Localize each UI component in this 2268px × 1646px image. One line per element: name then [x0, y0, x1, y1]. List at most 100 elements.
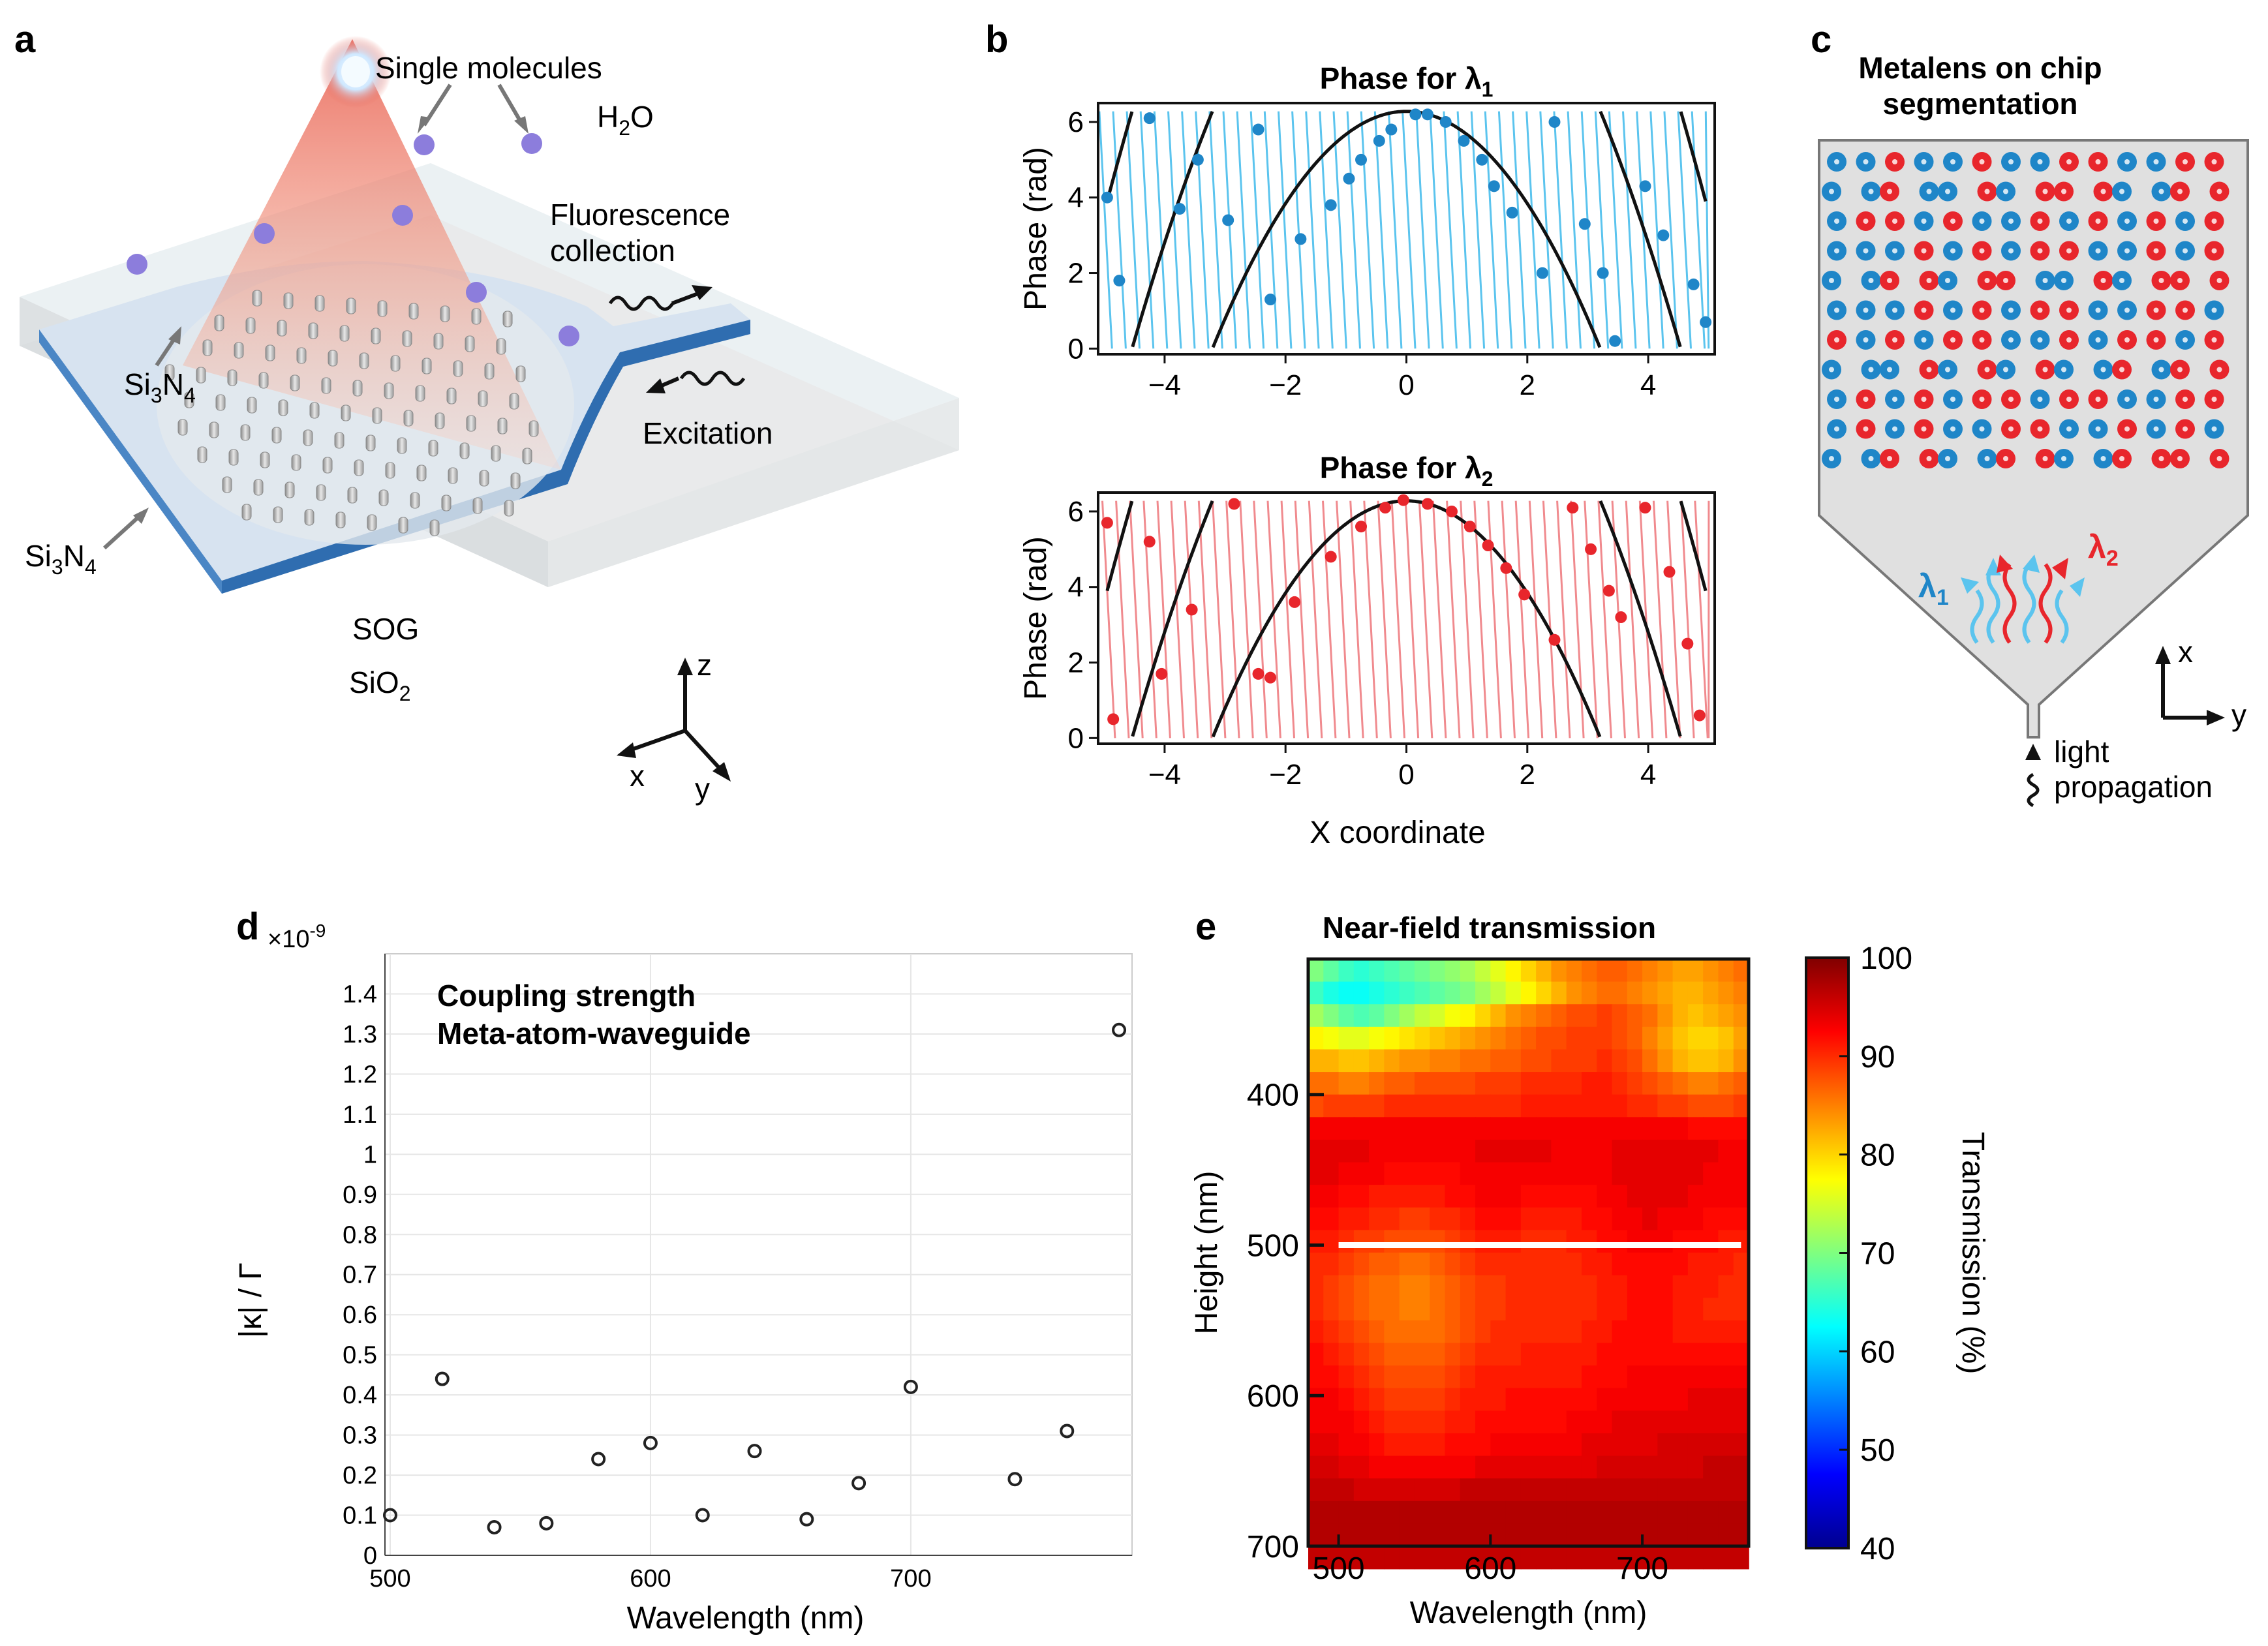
heatmap-cell [1703, 1523, 1719, 1547]
axes-triad: z x y [617, 648, 731, 806]
meta-atom-center [1950, 426, 1955, 432]
b-bottom-sawtooth [1101, 500, 1710, 739]
heatmap-cell [1323, 1026, 1340, 1050]
heatmap-cell [1353, 1410, 1370, 1434]
heatmap-cell [1490, 1343, 1507, 1366]
heatmap-cell [1627, 1004, 1643, 1028]
heatmap-cell [1414, 1365, 1431, 1389]
heatmap-cell [1672, 1004, 1689, 1028]
phase-dot [1264, 294, 1277, 306]
heatmap-cell [1399, 1455, 1415, 1479]
meta-atom-center [2124, 337, 2130, 343]
heatmap-cell [1323, 1410, 1340, 1434]
heatmap-cell [1338, 1433, 1355, 1457]
phase-dot [1143, 112, 1156, 125]
heatmap-cell [1566, 1546, 1582, 1570]
heatmap-cell [1581, 1433, 1598, 1457]
heatmap-cell [1338, 981, 1355, 1005]
heatmap-cell [1308, 1094, 1325, 1118]
coupling-point [799, 1512, 814, 1527]
heatmap-cell [1445, 1207, 1461, 1231]
heatmap-cell [1657, 1320, 1674, 1344]
pillar [502, 311, 513, 328]
pillar [202, 339, 213, 356]
meta-atom-center [2211, 248, 2217, 254]
heatmap-cell [1672, 981, 1689, 1005]
heatmap-cell [1733, 1026, 1749, 1050]
heatmap-cell [1490, 1478, 1507, 1502]
heatmap-cell [1308, 1455, 1325, 1479]
heatmap-cell [1353, 981, 1370, 1005]
phase-dot [1693, 709, 1706, 722]
pillar [273, 506, 283, 523]
heatmap-cell [1566, 1501, 1582, 1525]
heatmap-cell [1536, 981, 1552, 1005]
heatmap-cell [1597, 1207, 1613, 1231]
heatmap-cell [1657, 959, 1674, 983]
heatmap-cell [1399, 1230, 1415, 1253]
heatmap-cell [1490, 959, 1507, 983]
heatmap-cell [1384, 981, 1400, 1005]
meta-atom-center [2008, 337, 2014, 343]
pillar [309, 402, 320, 419]
heatmap-cell [1687, 1320, 1704, 1344]
heatmap-cell [1581, 1094, 1598, 1118]
heatmap-cell [1566, 1026, 1582, 1050]
heatmap-cell [1627, 1253, 1643, 1276]
heatmap-cell [1323, 1455, 1340, 1479]
meta-atom-center [2008, 248, 2014, 254]
heatmap-cell [1612, 1230, 1628, 1253]
meta-atom-center [1834, 307, 1839, 313]
heatmap-cell [1369, 1253, 1385, 1276]
heatmap-cell [1475, 981, 1492, 1005]
heatmap-cell [1520, 1072, 1537, 1095]
d-title-line: Coupling strength [437, 979, 696, 1013]
heatmap-cell [1597, 1320, 1613, 1344]
heatmap-cell [1520, 1433, 1537, 1457]
heatmap-cell [1460, 1298, 1476, 1321]
heatmap-cell [1566, 1094, 1582, 1118]
excitation-arrow-icon [646, 378, 666, 393]
meta-atom-center [2003, 456, 2008, 461]
meta-atom-center [1863, 248, 1869, 254]
meta-atom-center [1979, 337, 1985, 343]
heatmap-cell [1353, 1455, 1370, 1479]
phase-chart-lambda1: Phase for λ1 −4 −2 0 2 4 0 2 4 6 Phase (rad) [1019, 61, 1716, 401]
heatmap-cell [1399, 1275, 1415, 1299]
coupling-point [591, 1452, 606, 1467]
heatmap-cell [1460, 1546, 1476, 1570]
single-molecule-emitter [341, 56, 370, 87]
heatmap-cell [1369, 1433, 1385, 1457]
heatmap-cell [1642, 959, 1659, 983]
heatmap-cell [1520, 1478, 1537, 1502]
phase-dot [1445, 505, 1458, 517]
phase-dot [1156, 667, 1168, 680]
heatmap-cell [1520, 1523, 1537, 1547]
meta-atom-center [1921, 219, 1927, 224]
pillar [352, 380, 363, 397]
heatmap-cell [1399, 1320, 1415, 1344]
heatmap-cell [1369, 1139, 1385, 1163]
heatmap-cell [1353, 1478, 1370, 1502]
heatmap-cell [1490, 1072, 1507, 1095]
molecule [392, 205, 413, 226]
heatmap-cell [1703, 1546, 1719, 1570]
heatmap-cell [1353, 1275, 1370, 1299]
heatmap-cell [1551, 1117, 1567, 1140]
phase-dot [1615, 611, 1627, 624]
meta-atom-center [2100, 189, 2106, 194]
heatmap-cell [1353, 1026, 1370, 1050]
phase-dot [1421, 108, 1433, 121]
heatmap-cell [1430, 1139, 1446, 1163]
y-tick-label: 1.3 [343, 1021, 377, 1048]
meta-atom-center [2066, 426, 2072, 432]
heatmap-cell [1414, 1230, 1431, 1253]
heatmap-cell [1687, 959, 1704, 983]
heatmap-cell [1399, 1004, 1415, 1028]
y-multiplier: ×10-9 [268, 921, 326, 953]
heatmap-cell [1718, 1343, 1734, 1366]
meta-atom-center [2216, 189, 2222, 194]
heatmap-cell [1718, 1365, 1734, 1389]
phase-dot [1264, 671, 1277, 684]
heatmap-cell [1490, 1026, 1507, 1050]
